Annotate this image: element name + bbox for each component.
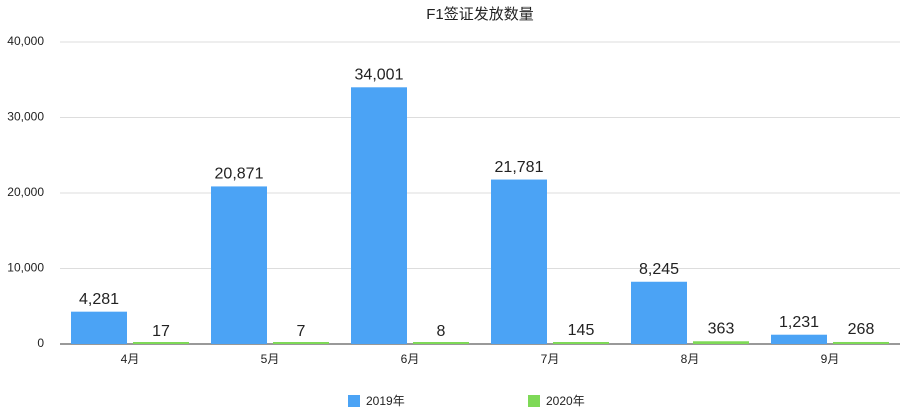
bar — [133, 342, 189, 344]
value-label: 363 — [708, 320, 735, 337]
bar — [491, 179, 547, 344]
legend-label: 2019年 — [366, 394, 405, 408]
legend-swatch — [348, 395, 360, 407]
value-label: 1,231 — [779, 314, 819, 331]
y-tick-label: 40,000 — [7, 34, 44, 48]
chart-title: F1签证发放数量 — [426, 6, 534, 23]
x-tick-label: 8月 — [681, 352, 700, 366]
y-tick-label: 20,000 — [7, 185, 44, 199]
value-label: 7 — [297, 323, 306, 340]
x-tick-label: 5月 — [261, 352, 280, 366]
value-label: 268 — [848, 321, 875, 338]
value-label: 8,245 — [639, 261, 679, 278]
x-tick-label: 7月 — [541, 352, 560, 366]
value-label: 145 — [568, 322, 595, 339]
value-label: 20,871 — [215, 166, 264, 183]
y-tick-label: 10,000 — [7, 261, 44, 275]
y-tick-label: 0 — [37, 336, 44, 350]
x-tick-label: 9月 — [821, 352, 840, 366]
legend-swatch — [528, 395, 540, 407]
value-label: 4,281 — [79, 291, 119, 308]
value-label: 34,001 — [355, 67, 404, 84]
bar — [71, 311, 127, 344]
x-tick-label: 6月 — [401, 352, 420, 366]
y-tick-label: 30,000 — [7, 110, 44, 124]
value-label: 21,781 — [495, 159, 544, 176]
legend-label: 2020年 — [546, 394, 585, 408]
value-label: 17 — [152, 323, 170, 340]
bar — [351, 87, 407, 344]
bar — [631, 281, 687, 344]
value-label: 8 — [437, 323, 446, 340]
bar — [553, 342, 609, 344]
bar — [211, 186, 267, 344]
bar — [833, 341, 889, 344]
bar — [413, 342, 469, 344]
bar — [693, 341, 749, 344]
bar — [273, 342, 329, 344]
x-tick-label: 4月 — [121, 352, 140, 366]
bar — [771, 334, 827, 344]
